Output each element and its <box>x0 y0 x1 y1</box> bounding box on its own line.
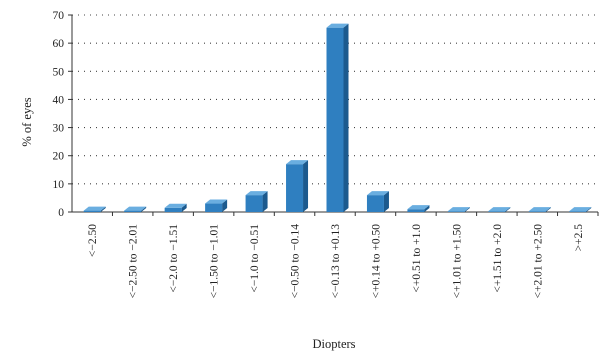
bar-top <box>83 206 106 211</box>
bar-top <box>569 207 592 212</box>
bar <box>286 160 309 212</box>
x-tick-label: <−2.50 to −2.01 <box>128 224 140 299</box>
bar <box>569 207 592 212</box>
x-tick-label: <−1.50 to −1.01 <box>209 224 221 299</box>
bar-top <box>407 205 430 210</box>
gridlines <box>72 14 598 185</box>
bar-top <box>488 207 511 212</box>
bar-top <box>164 203 187 208</box>
bars <box>83 23 592 212</box>
bar <box>124 206 147 212</box>
bar <box>83 206 106 212</box>
bar <box>528 207 551 212</box>
bar-top <box>447 207 470 212</box>
bar <box>366 191 389 212</box>
x-tick-label: <+1.51 to +2.0 <box>492 224 504 293</box>
y-tick-label: 50 <box>53 66 65 78</box>
x-axis-title: Diopters <box>312 337 355 351</box>
bar-front <box>205 203 223 212</box>
x-tick-label: <−2.0 to −1.51 <box>168 224 180 293</box>
bar <box>447 207 470 212</box>
y-axis-title: % of eyes <box>20 97 34 146</box>
x-tick-label: <−2.50 <box>87 224 99 257</box>
bar-front <box>286 164 304 212</box>
bar-side <box>383 191 389 212</box>
x-tick-label: >+2.5 <box>573 224 585 252</box>
bar-front <box>326 27 344 212</box>
y-tick-label: 70 <box>53 10 65 22</box>
bar-front <box>366 195 384 212</box>
bar-front <box>164 207 182 212</box>
x-tick-label: <−1.0 to −0.51 <box>249 224 261 293</box>
y-tick-label: 20 <box>53 151 65 163</box>
bar-side <box>343 23 349 212</box>
bar-top <box>124 206 147 211</box>
bar <box>326 23 349 212</box>
y-tick-label: 30 <box>53 123 65 135</box>
bar-front <box>488 211 506 212</box>
x-tick-label: <+2.01 to +2.50 <box>532 224 544 299</box>
bar-front <box>528 211 546 212</box>
bar-side <box>505 207 511 212</box>
bar-side <box>100 206 106 212</box>
x-tick-labels: <−2.50 <−2.50 to −2.01 <−2.0 to −1.51 <−1.5… <box>87 224 585 299</box>
bar-front <box>569 211 587 212</box>
y-tick-label: 60 <box>53 38 65 50</box>
y-tick-labels: 0 10 20 30 40 50 60 70 <box>53 10 65 219</box>
bar <box>488 207 511 212</box>
x-tick-label: <+1.01 to +1.50 <box>451 224 463 299</box>
bar-front <box>124 210 142 212</box>
bar-front <box>245 195 263 212</box>
bar-side <box>303 160 309 212</box>
y-tick-label: 0 <box>58 207 64 219</box>
bar <box>245 191 268 212</box>
x-tick-label: <+0.51 to +1.0 <box>411 224 423 293</box>
bar-side <box>222 199 228 212</box>
bar-side <box>424 205 430 212</box>
bar-front <box>83 210 101 212</box>
bar-top <box>245 191 268 196</box>
bar <box>164 203 187 212</box>
x-tick-label: <−0.13 to +0.13 <box>330 224 342 299</box>
bar-side <box>262 191 268 212</box>
bar-front <box>407 209 425 212</box>
bar-side <box>586 207 592 212</box>
x-tick-label: <−0.50 to −0.14 <box>290 224 302 299</box>
bar-top <box>205 199 228 204</box>
y-tick-label: 40 <box>53 94 65 106</box>
bar-side <box>464 207 470 212</box>
bar-top <box>326 23 349 28</box>
bar <box>407 205 430 212</box>
y-tick-label: 10 <box>53 179 65 191</box>
bar <box>205 199 228 212</box>
bar-side <box>181 203 187 212</box>
bar-top <box>528 207 551 212</box>
bar-side <box>545 207 551 212</box>
bar-top <box>286 160 309 165</box>
bar-front <box>447 211 465 212</box>
bar-side <box>141 206 147 212</box>
x-tick-label: <+0.14 to +0.50 <box>370 224 382 299</box>
bar-top <box>366 191 389 196</box>
